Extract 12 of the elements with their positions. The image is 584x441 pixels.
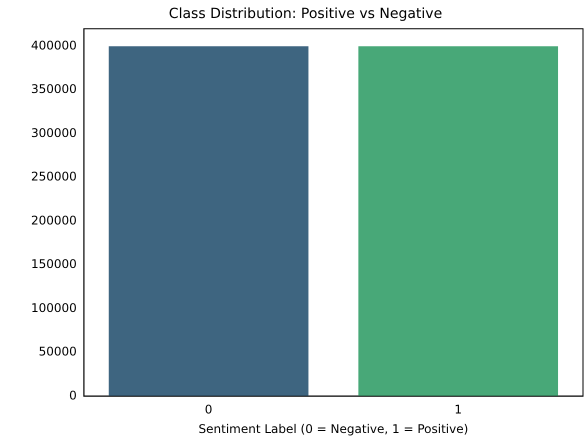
y-tick-label: 150000 bbox=[30, 257, 77, 272]
y-tick-label: 0 bbox=[69, 388, 77, 402]
y-tick-label: 400000 bbox=[30, 38, 77, 52]
x-tick-label: 1 bbox=[454, 402, 462, 417]
y-tick-label: 50000 bbox=[38, 344, 77, 359]
chart-title: Class Distribution: Positive vs Negative bbox=[168, 6, 442, 22]
y-tick-label: 100000 bbox=[30, 300, 77, 315]
x-axis-title: Sentiment Label (0 = Negative, 1 = Positive) bbox=[198, 422, 468, 436]
y-tick-label: 300000 bbox=[30, 126, 77, 140]
y-tick-label: 350000 bbox=[30, 82, 77, 96]
y-tick-label: 200000 bbox=[30, 213, 77, 228]
y-tick-label: 250000 bbox=[30, 170, 77, 184]
